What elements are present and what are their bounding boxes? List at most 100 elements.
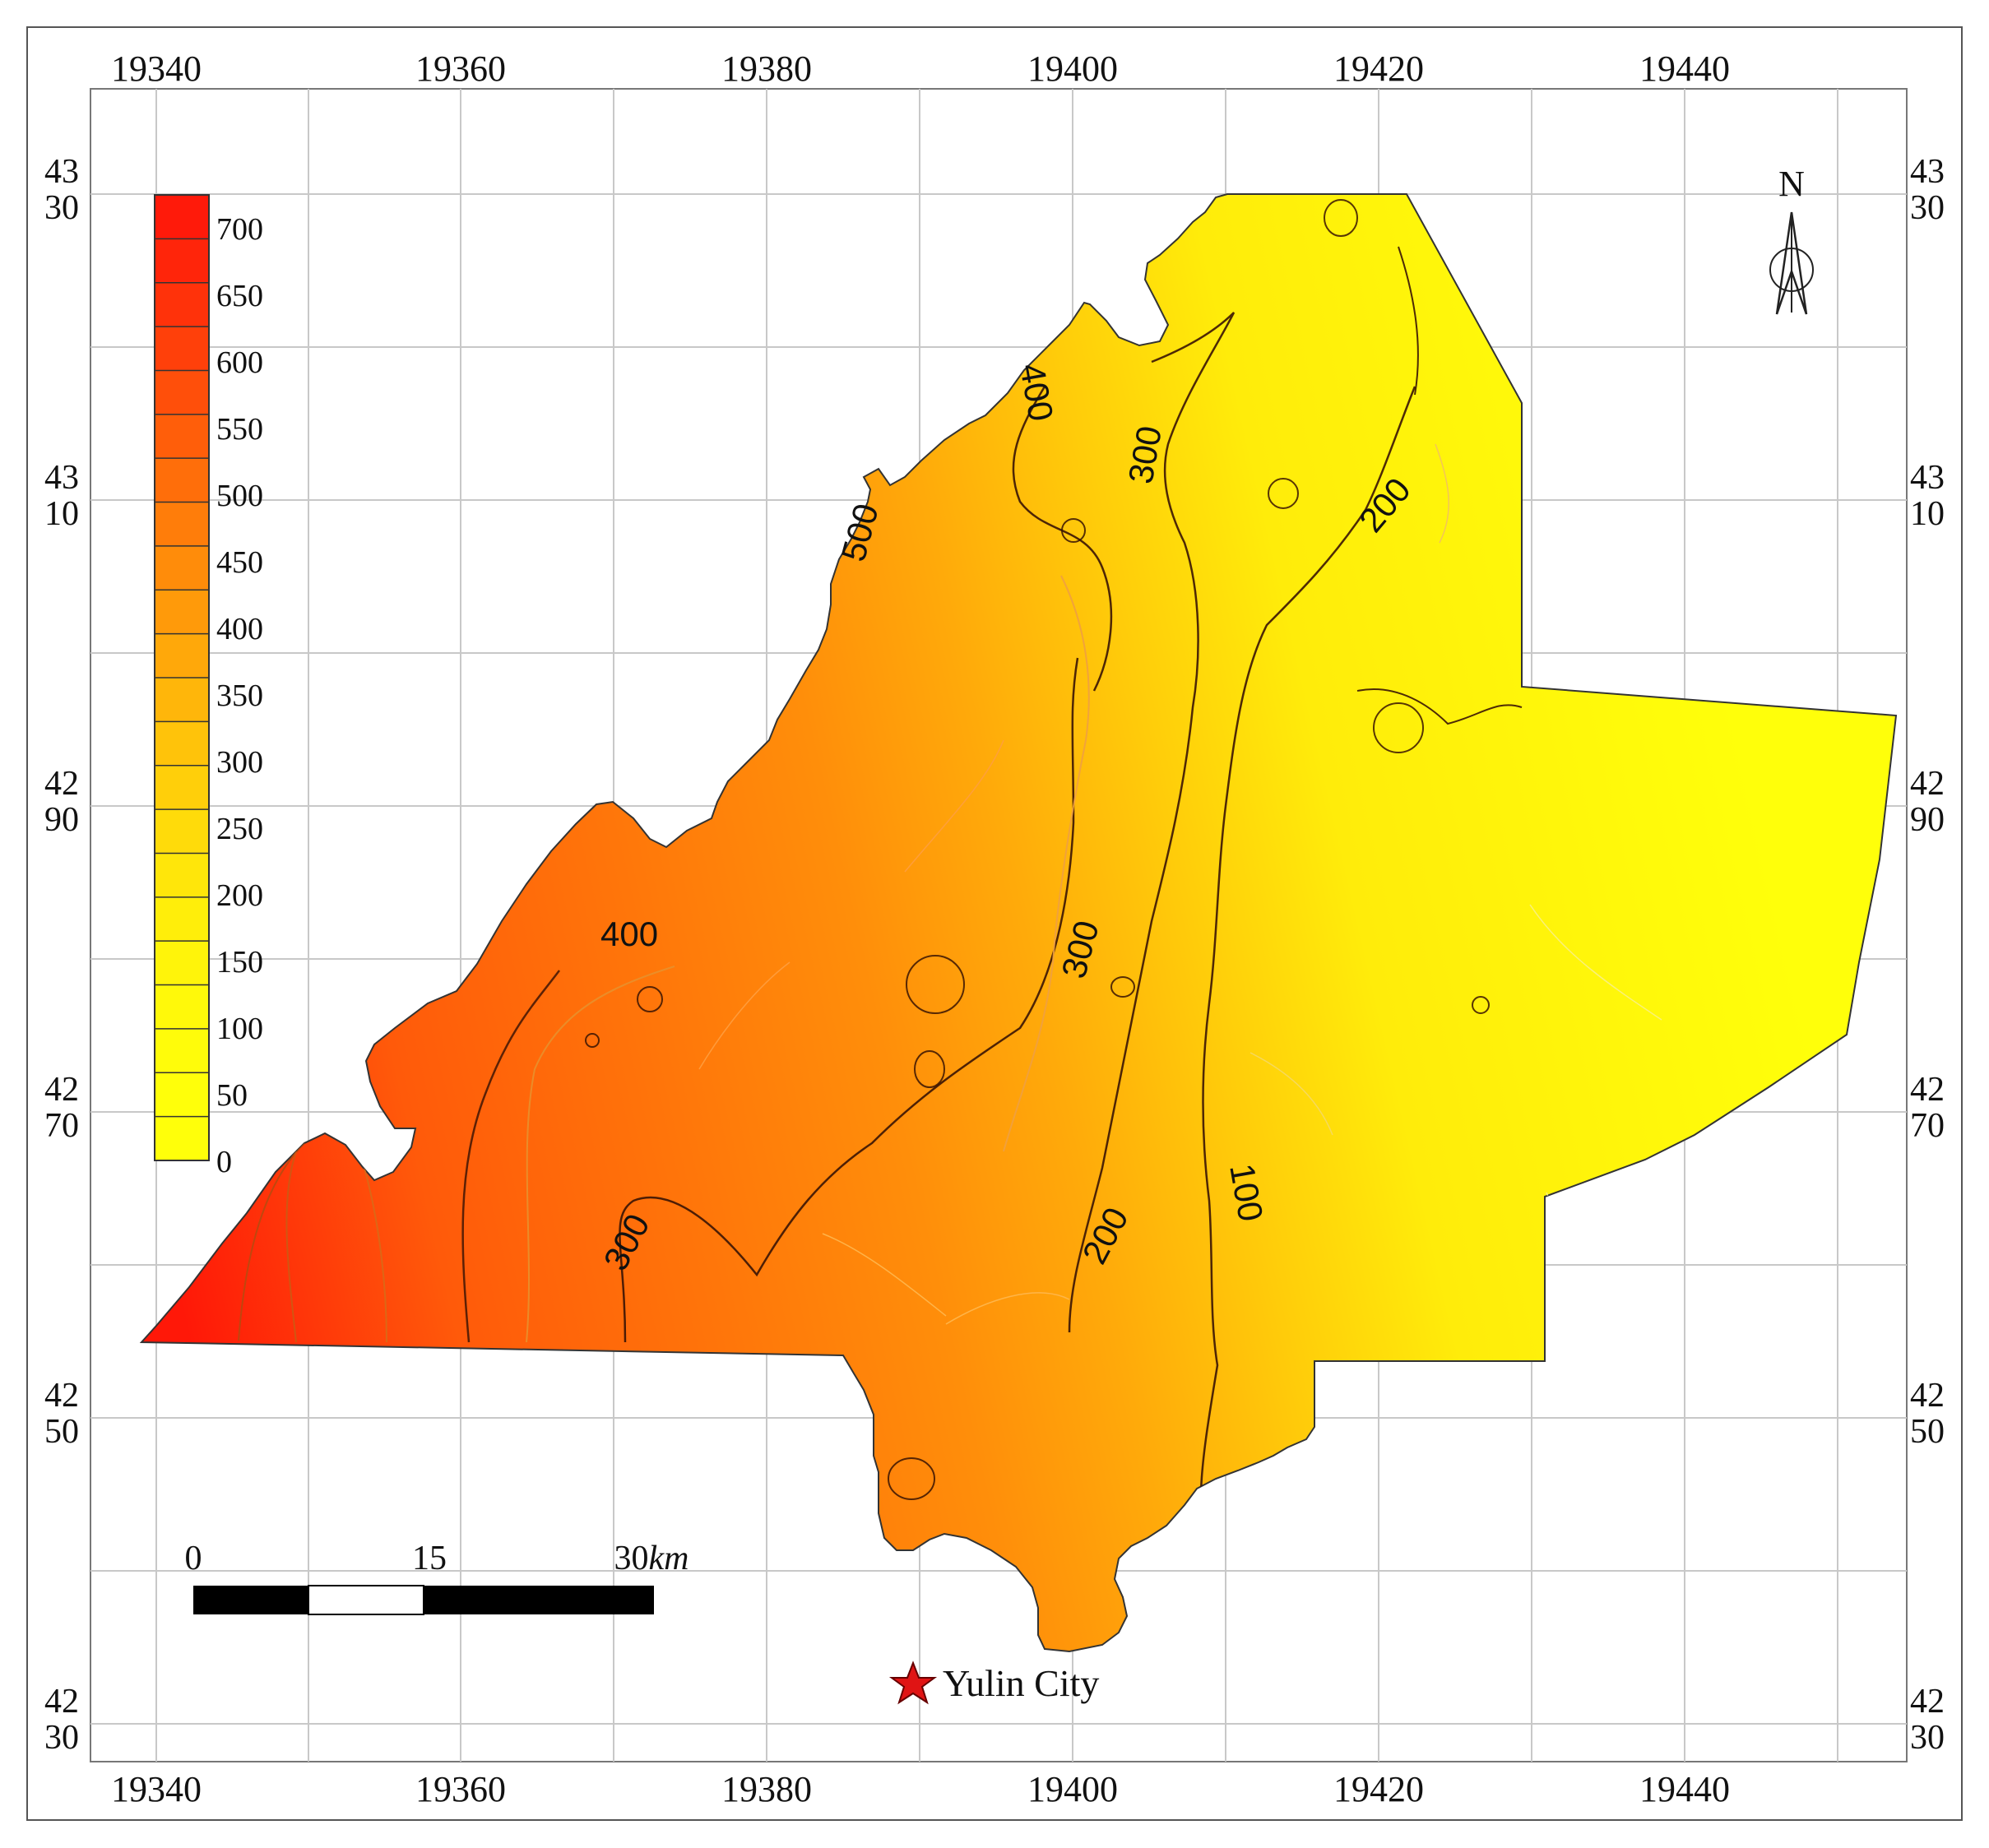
legend-swatch xyxy=(155,327,209,371)
legend-swatch xyxy=(155,370,209,415)
y-tick-right-4330-major: 43 xyxy=(1910,153,1945,191)
legend-label-600: 600 xyxy=(216,345,263,380)
y-tick-right-4290-minor: 90 xyxy=(1910,801,1945,839)
x-tick-top-19380: 19380 xyxy=(721,49,812,89)
y-tick-right-4290-major: 42 xyxy=(1910,765,1945,803)
legend-swatch xyxy=(155,239,209,284)
legend-swatch xyxy=(155,941,209,986)
scale-label-30: 30km xyxy=(614,1540,689,1577)
y-tick-left-4330-major: 43 xyxy=(44,153,79,191)
legend-label-250: 250 xyxy=(216,812,263,846)
legend-label-450: 450 xyxy=(216,545,263,580)
city-marker: Yulin City xyxy=(888,1660,1099,1705)
x-tick-bottom-19440: 19440 xyxy=(1639,1769,1730,1809)
scale-unit: km xyxy=(649,1540,689,1577)
scale-segment-3 xyxy=(424,1586,654,1614)
legend-label-400: 400 xyxy=(216,612,263,646)
y-tick-left-4230-minor: 30 xyxy=(44,1719,79,1757)
legend-swatch xyxy=(155,984,209,1030)
color-legend: 7006506005505004504003503002502001501005… xyxy=(154,194,263,1179)
legend-label-700: 700 xyxy=(216,212,263,247)
x-tick-top-19400: 19400 xyxy=(1027,49,1118,89)
legend-swatch xyxy=(155,1028,209,1073)
legend-swatch xyxy=(155,896,209,942)
legend-swatch xyxy=(155,678,209,722)
x-tick-bottom-19380: 19380 xyxy=(721,1769,812,1809)
y-tick-right-4270-minor: 70 xyxy=(1910,1107,1945,1145)
scale-bar: 0 15 30km xyxy=(185,1540,689,1615)
y-tick-left-4310-minor: 10 xyxy=(44,495,79,533)
north-arrow: N xyxy=(1769,164,1814,315)
legend-swatch xyxy=(155,282,209,327)
outer-frame xyxy=(26,26,1963,1821)
scale-label-15: 15 xyxy=(412,1540,447,1577)
x-tick-top-19420: 19420 xyxy=(1333,49,1424,89)
x-tick-top-19440: 19440 xyxy=(1639,49,1730,89)
legend-swatch xyxy=(155,414,209,459)
legend-swatch xyxy=(155,545,209,591)
legend-label-500: 500 xyxy=(216,479,263,513)
legend-label-350: 350 xyxy=(216,679,263,713)
scale-label-30-value: 30 xyxy=(614,1540,649,1577)
legend-label-550: 550 xyxy=(216,412,263,447)
city-label: Yulin City xyxy=(943,1662,1099,1704)
legend-label-100: 100 xyxy=(216,1012,263,1046)
y-tick-left-4330-minor: 30 xyxy=(44,189,79,227)
legend-swatch xyxy=(155,633,209,679)
legend-swatch xyxy=(155,502,209,547)
y-tick-left-4290-major: 42 xyxy=(44,765,79,803)
y-tick-right-4250-major: 42 xyxy=(1910,1377,1945,1415)
study-region xyxy=(139,193,1898,1653)
legend-swatch xyxy=(155,853,209,898)
legend-swatch xyxy=(155,195,209,239)
x-tick-bottom-19340: 19340 xyxy=(111,1769,202,1809)
y-tick-left-4270-major: 42 xyxy=(44,1071,79,1109)
y-tick-right-4310-minor: 10 xyxy=(1910,495,1945,533)
legend-swatch xyxy=(155,458,209,503)
legend-swatch xyxy=(155,765,209,810)
y-tick-right-4310-major: 43 xyxy=(1910,459,1945,497)
x-tick-bottom-19420: 19420 xyxy=(1333,1769,1424,1809)
legend-label-650: 650 xyxy=(216,279,263,313)
x-tick-top-19360: 19360 xyxy=(415,49,506,89)
legend-swatch xyxy=(155,721,209,767)
legend-swatches xyxy=(155,195,209,1161)
y-tick-right-4250-minor: 50 xyxy=(1910,1413,1945,1451)
star-icon xyxy=(888,1660,938,1705)
y-tick-right-4330-minor: 30 xyxy=(1910,189,1945,227)
scale-segment-1 xyxy=(193,1586,308,1614)
y-tick-right-4230-minor: 30 xyxy=(1910,1719,1945,1757)
y-tick-right-4230-major: 42 xyxy=(1910,1683,1945,1721)
legend-labels: 7006506005505004504003503002502001501005… xyxy=(216,212,263,1179)
legend-swatch xyxy=(155,809,209,854)
legend-label-0: 0 xyxy=(216,1145,232,1179)
legend-border xyxy=(154,194,210,1161)
contour-label-400-west: 400 xyxy=(600,915,658,953)
x-tick-bottom-19400: 19400 xyxy=(1027,1769,1118,1809)
legend-label-150: 150 xyxy=(216,945,263,980)
y-tick-left-4250-major: 42 xyxy=(44,1377,79,1415)
legend-swatch xyxy=(155,1072,209,1118)
y-tick-left-4250-minor: 50 xyxy=(44,1413,79,1451)
north-label: N xyxy=(1778,164,1805,204)
legend-label-50: 50 xyxy=(216,1078,248,1113)
x-axis-top: 19340 19360 19380 19400 19420 19440 xyxy=(111,49,1730,89)
legend-swatch xyxy=(155,590,209,635)
x-tick-bottom-19360: 19360 xyxy=(415,1769,506,1809)
legend-label-200: 200 xyxy=(216,878,263,913)
y-tick-left-4270-minor: 70 xyxy=(44,1107,79,1145)
y-tick-left-4230-major: 42 xyxy=(44,1683,79,1721)
map-frame xyxy=(90,88,1908,1762)
y-tick-left-4310-major: 43 xyxy=(44,459,79,497)
y-tick-left-4290-minor: 90 xyxy=(44,801,79,839)
scale-label-0: 0 xyxy=(185,1540,202,1577)
y-tick-right-4270-major: 42 xyxy=(1910,1071,1945,1109)
x-axis-bottom: 19340 19360 19380 19400 19420 19440 xyxy=(111,1769,1730,1809)
scale-segment-2 xyxy=(308,1585,424,1615)
x-tick-top-19340: 19340 xyxy=(111,49,202,89)
legend-label-300: 300 xyxy=(216,745,263,780)
legend-swatch xyxy=(155,1116,209,1161)
